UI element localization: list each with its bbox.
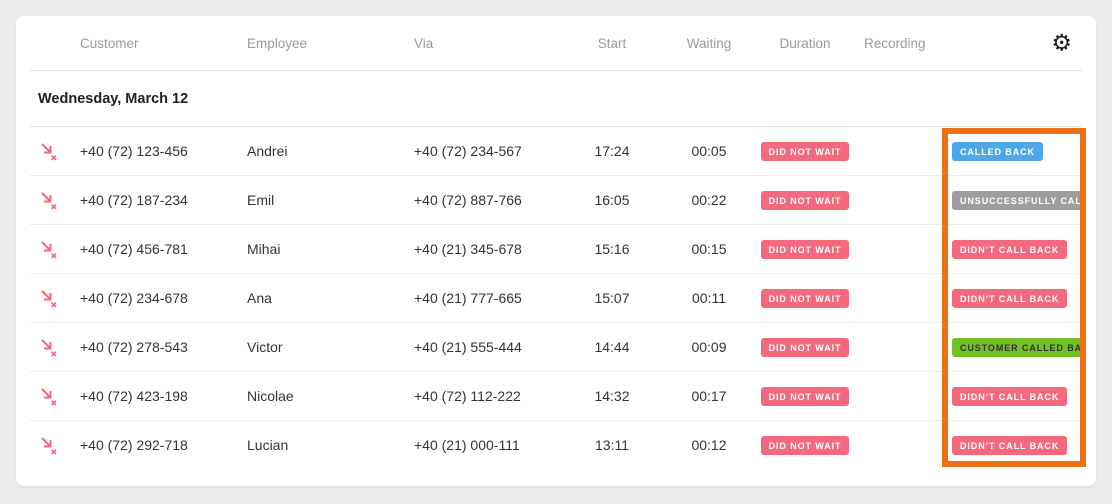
call-row[interactable]: +40 (72) 278-543 Victor +40 (21) 555-444… [30, 323, 1082, 372]
employee-name: Mihai [247, 241, 281, 257]
missed-call-icon [41, 290, 57, 308]
missed-call-icon [41, 192, 57, 210]
via-number: +40 (72) 234-567 [414, 143, 522, 159]
duration-cell: DID NOT WAIT [758, 337, 852, 357]
duration-cell: DID NOT WAIT [758, 190, 852, 210]
missed-call-icon [41, 437, 57, 455]
call-row[interactable]: +40 (72) 187-234 Emil +40 (72) 887-766 1… [30, 176, 1082, 225]
via-number: +40 (21) 777-665 [414, 290, 522, 306]
waiting-time: 00:05 [691, 143, 727, 159]
recording-status-badge: DIDN’T CALL BACK [952, 386, 1068, 406]
table-body: +40 (72) 123-456 Andrei +40 (72) 234-567… [16, 127, 1096, 469]
table-header-row: Customer Employee Via Start Waiting Dura… [30, 16, 1082, 71]
start-time: 15:07 [594, 290, 630, 306]
duration-badge: DID NOT WAIT [760, 435, 850, 455]
header-via: Via [414, 35, 434, 51]
start-time: 17:24 [594, 143, 630, 159]
duration-cell: DID NOT WAIT [758, 435, 852, 455]
waiting-time: 00:09 [691, 339, 727, 355]
start-time: 14:32 [594, 388, 630, 404]
start-time: 15:16 [594, 241, 630, 257]
via-number: +40 (72) 887-766 [414, 192, 522, 208]
customer-number: +40 (72) 187-234 [80, 192, 188, 208]
employee-name: Andrei [247, 143, 288, 159]
call-row[interactable]: +40 (72) 456-781 Mihai +40 (21) 345-678 … [30, 225, 1082, 274]
recording-cell: CALLED BACK [852, 141, 1082, 161]
recording-status-badge: DIDN’T CALL BACK [952, 435, 1068, 455]
customer-number: +40 (72) 278-543 [80, 339, 188, 355]
duration-cell: DID NOT WAIT [758, 239, 852, 259]
header-customer: Customer [80, 35, 139, 51]
call-type-cell [30, 287, 80, 309]
via-number: +40 (21) 345-678 [414, 241, 522, 257]
recording-status-badge: CUSTOMER CALLED BACK [952, 337, 1082, 357]
date-group-header: Wednesday, March 12 [30, 71, 1082, 127]
customer-number: +40 (72) 423-198 [80, 388, 188, 404]
duration-badge: DID NOT WAIT [760, 239, 850, 259]
call-type-cell [30, 189, 80, 211]
employee-name: Ana [247, 290, 272, 306]
customer-number: +40 (72) 292-718 [80, 437, 188, 453]
missed-call-icon [41, 388, 57, 406]
start-time: 16:05 [594, 192, 630, 208]
missed-call-icon [41, 339, 57, 357]
via-number: +40 (21) 000-111 [414, 437, 520, 453]
via-number: +40 (72) 112-222 [414, 388, 521, 404]
employee-name: Emil [247, 192, 275, 208]
call-type-cell [30, 238, 80, 260]
recording-cell: DIDN’T CALL BACK [852, 288, 1082, 308]
start-time: 13:11 [595, 437, 629, 453]
duration-cell: DID NOT WAIT [758, 288, 852, 308]
employee-name: Victor [247, 339, 283, 355]
duration-cell: DID NOT WAIT [758, 386, 852, 406]
recording-status-badge: DIDN’T CALL BACK [952, 288, 1068, 308]
customer-number: +40 (72) 234-678 [80, 290, 188, 306]
missed-call-icon [41, 241, 57, 259]
recording-cell: UNSUCCESSFULLY CALLED [852, 190, 1082, 210]
duration-badge: DID NOT WAIT [760, 337, 850, 357]
duration-badge: DID NOT WAIT [760, 288, 850, 308]
employee-name: Lucian [247, 437, 289, 453]
call-type-cell [30, 140, 80, 162]
call-row[interactable]: +40 (72) 234-678 Ana +40 (21) 777-665 15… [30, 274, 1082, 323]
recording-status-badge: CALLED BACK [952, 141, 1043, 161]
recording-status-badge: DIDN’T CALL BACK [952, 239, 1068, 259]
call-type-cell [30, 385, 80, 407]
waiting-time: 00:12 [691, 437, 727, 453]
waiting-time: 00:22 [691, 192, 727, 208]
duration-badge: DID NOT WAIT [760, 141, 850, 161]
duration-badge: DID NOT WAIT [760, 386, 850, 406]
header-recording: Recording [864, 35, 926, 51]
waiting-time: 00:15 [691, 241, 727, 257]
call-type-cell [30, 336, 80, 358]
waiting-time: 00:17 [691, 388, 727, 404]
customer-number: +40 (72) 123-456 [80, 143, 188, 159]
call-row[interactable]: +40 (72) 423-198 Nicolae +40 (72) 112-22… [30, 372, 1082, 421]
header-duration: Duration [779, 35, 831, 51]
recording-cell: DIDN’T CALL BACK [852, 435, 1082, 455]
settings-gear-icon[interactable]: ⚙ [1051, 29, 1072, 56]
call-row[interactable]: +40 (72) 123-456 Andrei +40 (72) 234-567… [30, 127, 1082, 176]
call-log-card: Customer Employee Via Start Waiting Dura… [16, 16, 1096, 486]
header-waiting: Waiting [686, 35, 732, 51]
duration-cell: DID NOT WAIT [758, 141, 852, 161]
header-employee: Employee [247, 35, 308, 51]
employee-name: Nicolae [247, 388, 294, 404]
start-time: 14:44 [594, 339, 630, 355]
recording-cell: CUSTOMER CALLED BACK [852, 337, 1082, 357]
duration-badge: DID NOT WAIT [760, 190, 850, 210]
via-number: +40 (21) 555-444 [414, 339, 522, 355]
call-type-cell [30, 434, 80, 456]
recording-cell: DIDN’T CALL BACK [852, 239, 1082, 259]
recording-status-badge: UNSUCCESSFULLY CALLED [952, 190, 1082, 210]
customer-number: +40 (72) 456-781 [80, 241, 188, 257]
recording-cell: DIDN’T CALL BACK [852, 386, 1082, 406]
missed-call-icon [41, 143, 57, 161]
waiting-time: 00:11 [692, 290, 726, 306]
header-start: Start [597, 35, 627, 51]
date-label: Wednesday, March 12 [38, 90, 189, 107]
call-row[interactable]: +40 (72) 292-718 Lucian +40 (21) 000-111… [30, 421, 1082, 469]
